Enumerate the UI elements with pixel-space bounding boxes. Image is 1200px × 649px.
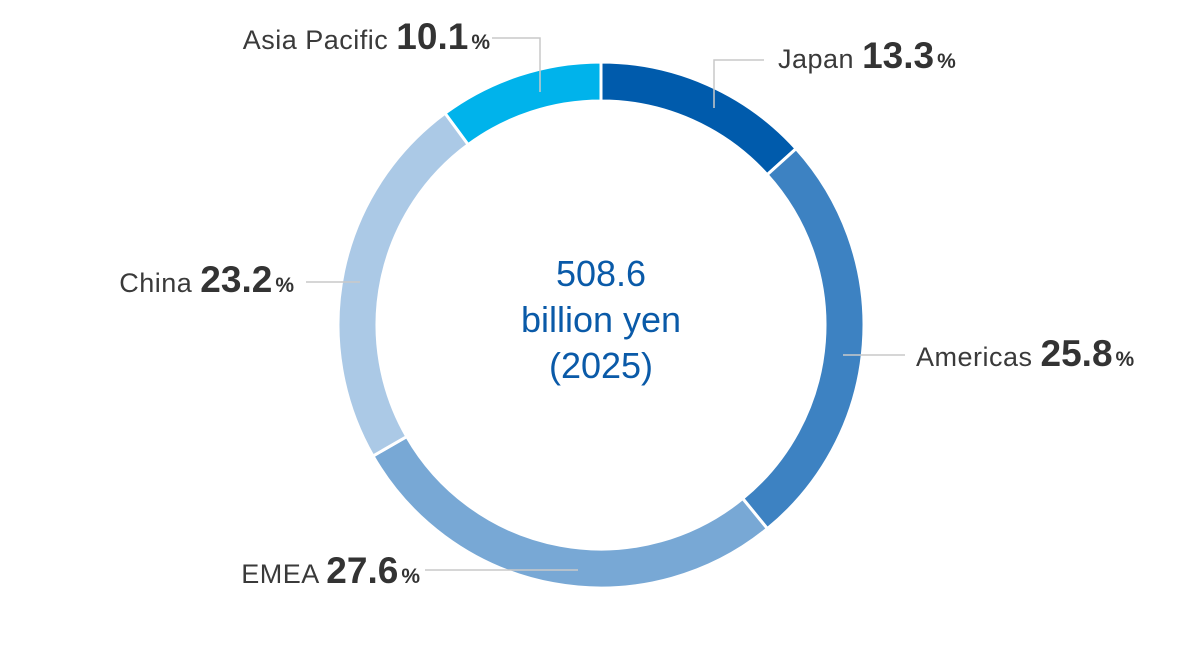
center-total-unit: billion yen <box>521 299 681 340</box>
label-americas: Americas 25.8% <box>916 333 1135 374</box>
leader-line-asia-pacific <box>492 37 541 92</box>
label-name-china: China <box>119 268 200 298</box>
label-name-japan: Japan <box>778 44 862 74</box>
slice-labels: Japan 13.3 %Americas 25.8 %EMEA 27.6 %China… <box>119 16 1134 591</box>
slice-americas <box>740 146 866 531</box>
center-label: 508.6 billion yen (2025) <box>521 253 681 386</box>
leader-line-japan <box>713 59 764 108</box>
label-china: China 23.2% <box>119 259 294 300</box>
label-emea: EMEA 27.6% <box>241 550 420 591</box>
label-name-americas: Americas <box>916 342 1041 372</box>
center-year: (2025) <box>549 345 653 386</box>
center-total-value: 508.6 <box>556 253 646 294</box>
slice-china <box>336 111 471 459</box>
label-value-emea: 27.6 <box>326 550 398 591</box>
label-value-americas: 25.8 <box>1041 333 1113 374</box>
label-unit-asia-pacific: % <box>471 31 490 54</box>
donut-segments <box>336 60 866 590</box>
label-name-asia-pacific: Asia Pacific <box>243 25 397 55</box>
label-value-japan: 13.3 <box>862 35 934 76</box>
slice-asia-pacific <box>442 60 603 147</box>
label-unit-americas: % <box>1116 348 1135 371</box>
leader-lines <box>306 37 905 571</box>
label-value-china: 23.2 <box>200 259 272 300</box>
label-japan: Japan 13.3% <box>778 35 956 76</box>
slice-japan <box>599 60 799 177</box>
label-unit-china: % <box>275 274 294 297</box>
label-asia-pacific: Asia Pacific 10.1% <box>243 16 491 57</box>
label-unit-emea: % <box>401 565 420 588</box>
slice-emea <box>370 434 770 590</box>
label-name-emea: EMEA <box>241 559 326 589</box>
label-unit-japan: % <box>937 50 956 73</box>
label-value-asia-pacific: 10.1 <box>396 16 468 57</box>
